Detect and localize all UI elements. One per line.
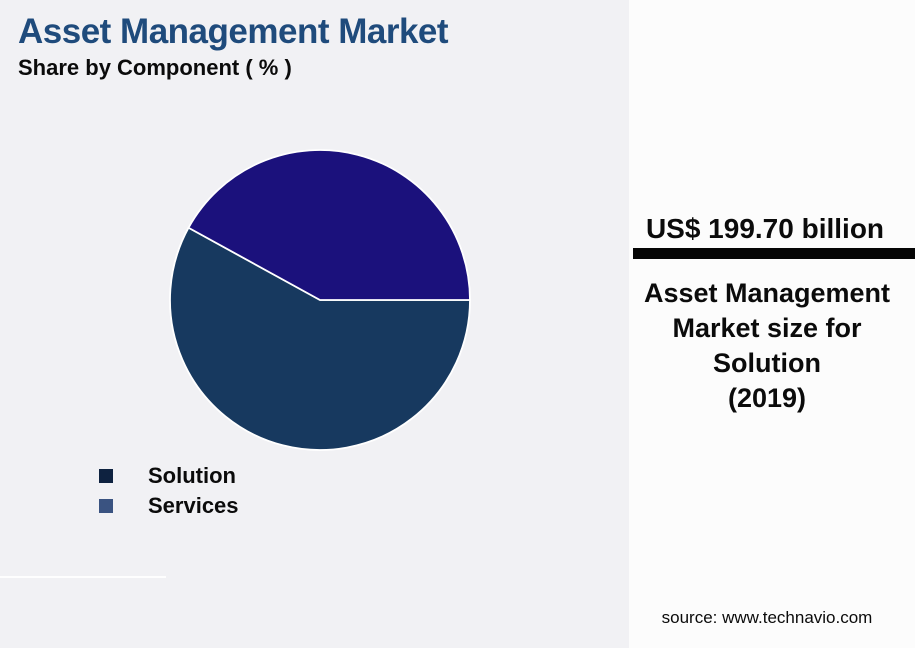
pie-chart-area bbox=[160, 140, 480, 460]
divider-line bbox=[0, 576, 166, 578]
market-size-value: US$ 199.70 billion bbox=[645, 213, 885, 244]
legend-marker-solution-icon bbox=[99, 469, 113, 483]
caption-line: Market size for bbox=[672, 313, 862, 343]
caption-line: Solution bbox=[713, 348, 821, 378]
caption-line: Asset Management bbox=[643, 278, 891, 308]
legend-marker-services-icon bbox=[99, 499, 113, 513]
page-title: Asset Management Market bbox=[18, 12, 449, 51]
pie-slice-services bbox=[187, 149, 471, 301]
highlight-panel: US$ 199.70 billion Asset Management Mark… bbox=[629, 0, 915, 648]
page-subtitle: Share by Component ( % ) bbox=[18, 55, 292, 80]
underline-bar bbox=[633, 248, 915, 259]
legend-item-services: Services bbox=[99, 491, 239, 521]
pie-chart bbox=[169, 149, 471, 451]
pie-slice-solution bbox=[169, 226, 471, 451]
source-attribution: source: www.technavio.com bbox=[661, 608, 873, 627]
legend-label-solution: Solution bbox=[148, 463, 236, 488]
legend-item-solution: Solution bbox=[99, 461, 239, 491]
chart-legend: Solution Services bbox=[99, 461, 239, 521]
caption-line: (2019) bbox=[727, 383, 807, 413]
legend-label-services: Services bbox=[148, 493, 239, 518]
market-size-caption: Asset Management Market size for Solutio… bbox=[629, 276, 905, 416]
